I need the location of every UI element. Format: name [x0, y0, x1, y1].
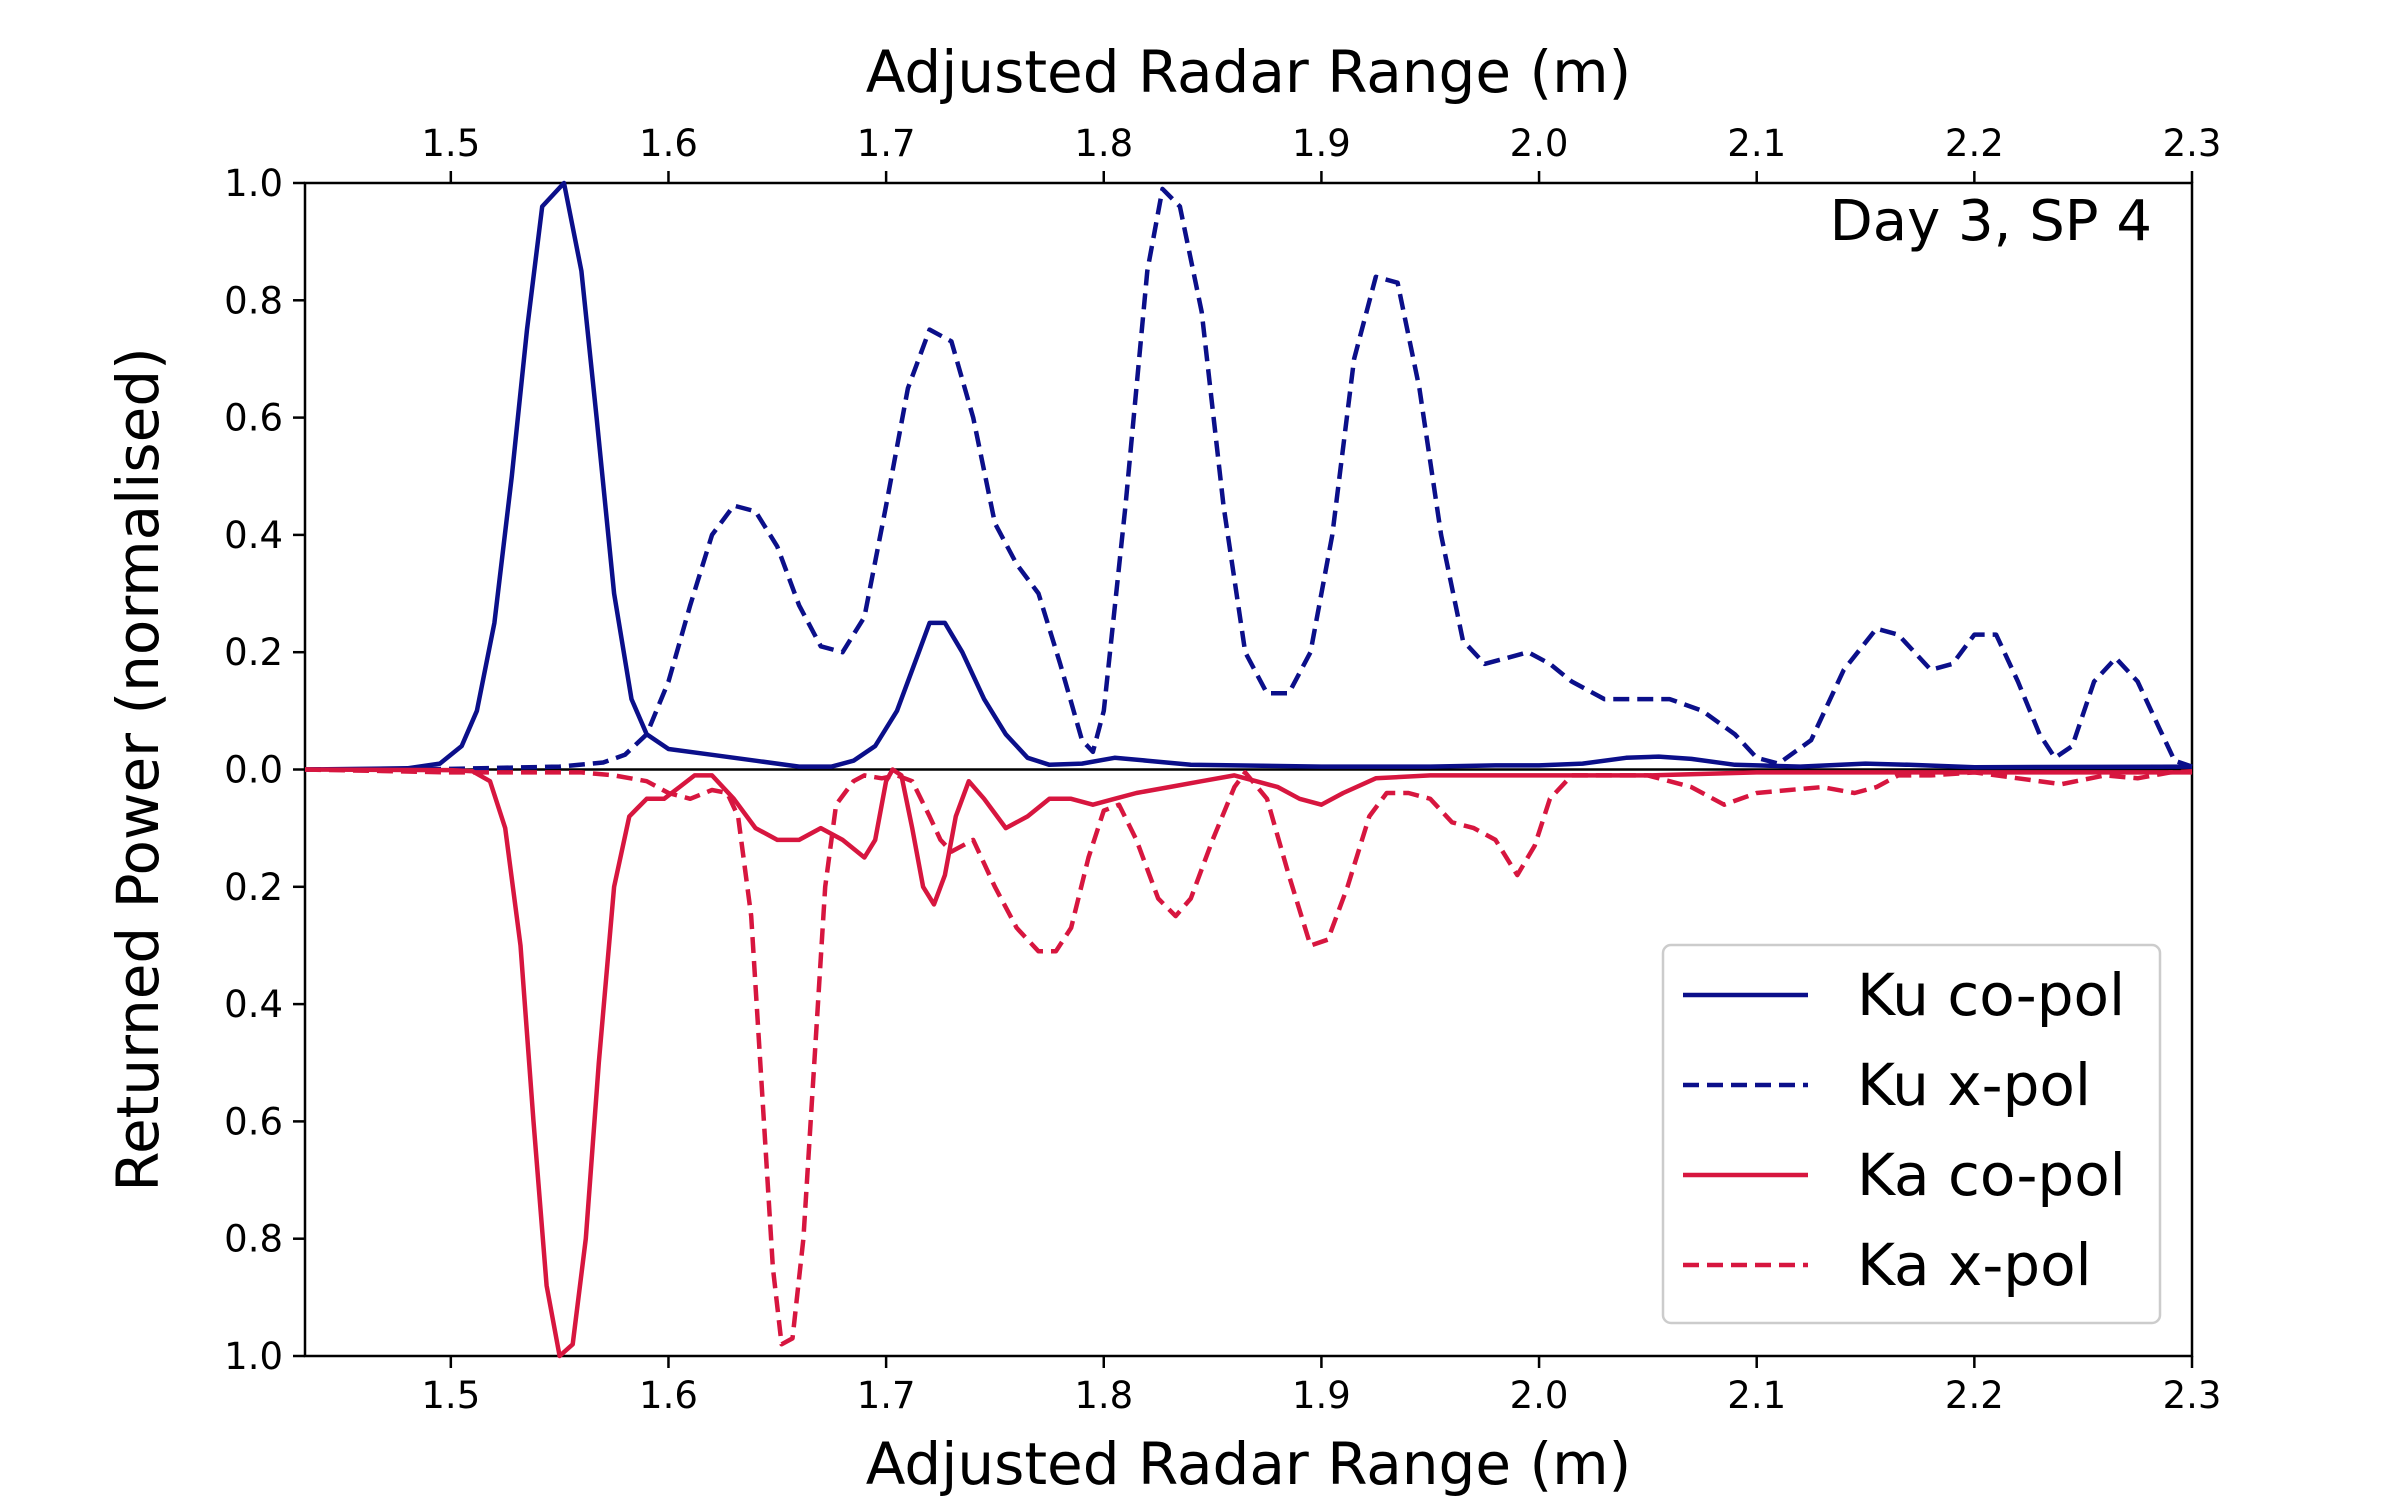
x-tick-label-top: 2.1	[1727, 122, 1786, 165]
x-tick-label-bottom: 2.0	[1510, 1374, 1569, 1417]
x-tick-label-top: 2.0	[1510, 122, 1569, 165]
x-axis-title-top: Adjusted Radar Range (m)	[866, 38, 1631, 106]
legend-label-ku-x-pol: Ku x-pol	[1857, 1051, 2091, 1119]
x-tick-label-bottom: 1.9	[1292, 1374, 1351, 1417]
series-line-ku-co-pol	[304, 180, 2193, 772]
x-tick-label-bottom: 1.6	[639, 1374, 698, 1417]
legend: Ku co-pol Ku x-pol Ka co-pol Ka x-pol	[1661, 943, 2162, 1325]
x-tick-label-top: 2.3	[2163, 122, 2222, 165]
y-tick-label: 1.0	[224, 1335, 283, 1378]
x-tick-label-top: 1.8	[1074, 122, 1133, 165]
legend-label-ka-x-pol: Ka x-pol	[1857, 1231, 2092, 1299]
y-tick-label: 0.2	[224, 866, 283, 909]
x-tick-label-bottom: 1.5	[421, 1374, 480, 1417]
series-layer	[304, 180, 2193, 1359]
x-tick-label-top: 1.7	[857, 122, 916, 165]
series-line-ka-x-pol	[304, 767, 2193, 1347]
series-line-ku-x-pol	[304, 186, 2193, 772]
y-tick-label: 0.6	[224, 1100, 283, 1143]
x-tick-label-bottom: 2.3	[2163, 1374, 2222, 1417]
y-tick-label: 0.0	[224, 749, 283, 792]
panel-annotation: Day 3, SP 4	[1830, 189, 2152, 254]
x-tick-label-top: 1.9	[1292, 122, 1351, 165]
x-tick-label-top: 1.5	[421, 122, 480, 165]
x-tick-label-bottom: 2.2	[1945, 1374, 2004, 1417]
x-tick-label-bottom: 1.8	[1074, 1374, 1133, 1417]
x-tick-label-top: 1.6	[639, 122, 698, 165]
y-tick-label: 0.6	[224, 397, 283, 440]
y-tick-label: 0.8	[224, 279, 283, 322]
y-tick-label: 1.0	[224, 162, 283, 205]
y-tick-label: 0.8	[224, 1218, 283, 1261]
legend-box	[1661, 943, 2162, 1325]
x-tick-label-top: 2.2	[1945, 122, 2004, 165]
plot-area	[303, 180, 2194, 1359]
x-axis-title-bottom: Adjusted Radar Range (m)	[866, 1430, 1631, 1498]
x-tick-label-bottom: 2.1	[1727, 1374, 1786, 1417]
legend-label-ku-co-pol: Ku co-pol	[1857, 961, 2125, 1029]
y-tick-label: 0.2	[224, 631, 283, 674]
x-tick-label-bottom: 1.7	[857, 1374, 916, 1417]
legend-label-ka-co-pol: Ka co-pol	[1857, 1141, 2126, 1209]
y-tick-label: 0.4	[224, 514, 283, 557]
axis-ticks: 1.5 1.5 1.6 1.6 1.7 1.7 1.8 1.8 1.9 1.9 2.0 2.0 2.1 2…	[224, 122, 2221, 1417]
y-axis-title: Returned Power (normalised)	[104, 347, 172, 1192]
y-tick-label: 0.4	[224, 983, 283, 1026]
